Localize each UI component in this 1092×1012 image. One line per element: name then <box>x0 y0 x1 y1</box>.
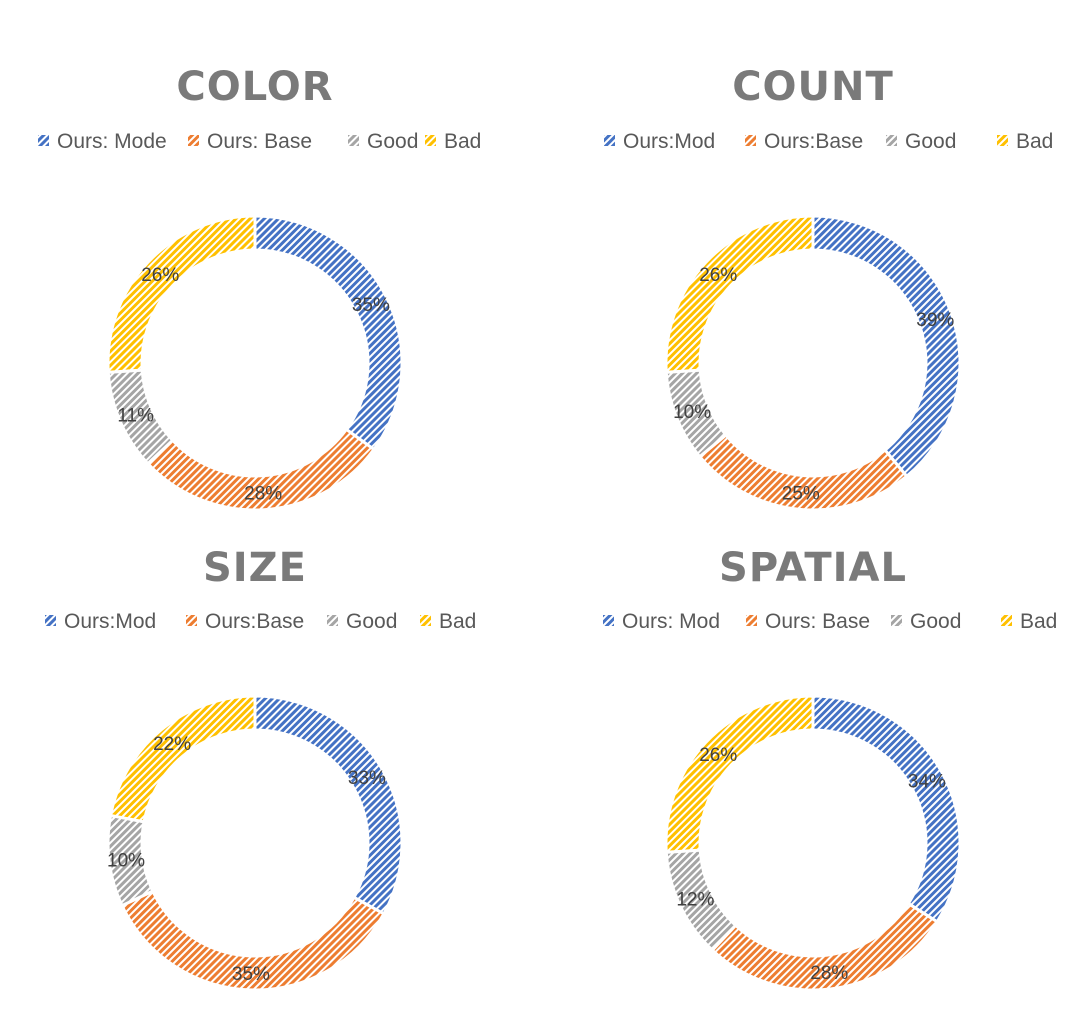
donut-chart-spatial: SPATIAL Ours: Mod Ours: Base Good Bad 34% 28% 1… <box>603 545 1057 992</box>
legend-label-ours-base: Ours:Base <box>205 610 304 633</box>
slice-bad <box>106 214 257 374</box>
chart-title: SPATIAL <box>719 545 907 591</box>
data-label-ours-mod: 35% <box>352 295 390 316</box>
slice-ours-mod <box>811 214 962 479</box>
data-label-ours-mod: 39% <box>916 310 954 331</box>
slice-bad <box>664 214 815 374</box>
legend-swatch-ours-base <box>186 615 197 626</box>
data-label-ours-mod: 34% <box>908 771 946 792</box>
data-label-ours-base: 35% <box>232 964 270 985</box>
chart-title: SIZE <box>203 545 307 591</box>
legend-swatch-bad <box>420 615 431 626</box>
slice-bad <box>664 694 815 854</box>
legend-swatch-ours-base <box>745 135 756 146</box>
data-label-good: 10% <box>107 850 145 871</box>
legend-swatch-good <box>886 135 897 146</box>
legend-label-ours-mod: Ours:Mod <box>64 610 156 633</box>
donut-chart-size: SIZE Ours:Mod Ours:Base Good Bad 33% 35% 10% 22% <box>45 545 476 992</box>
legend-label-ours-mod: Ours:Mod <box>623 130 715 153</box>
legend-label-bad: Bad <box>439 610 476 633</box>
legend-label-good: Good <box>905 130 956 153</box>
slice-bad <box>108 694 257 824</box>
legend: Ours:Mod Ours:Base Good Bad <box>604 130 1053 153</box>
legend: Ours: Mod Ours: Base Good Bad <box>603 610 1057 633</box>
chart-title: COUNT <box>732 64 894 110</box>
data-label-ours-mod: 33% <box>348 768 386 789</box>
legend-swatch-ours-base <box>746 615 757 626</box>
slice-ours-mod <box>253 214 404 452</box>
data-label-good: 10% <box>673 402 711 423</box>
legend-label-good: Good <box>367 130 418 153</box>
legend-label-ours-base: Ours: Base <box>765 610 870 633</box>
legend-swatch-good <box>327 615 338 626</box>
legend: Ours: Mode Ours: Base Good Bad <box>38 130 481 153</box>
legend-swatch-bad <box>425 135 436 146</box>
legend-label-ours-mod: Ours: Mod <box>622 610 720 633</box>
data-label-ours-base: 28% <box>244 484 282 505</box>
legend-label-good: Good <box>910 610 961 633</box>
legend-label-ours-base: Ours:Base <box>764 130 863 153</box>
data-label-bad: 26% <box>699 745 737 766</box>
data-label-good: 11% <box>117 406 154 427</box>
data-label-bad: 26% <box>141 265 179 286</box>
legend-swatch-ours-mod <box>604 135 615 146</box>
data-label-good: 12% <box>676 889 714 910</box>
legend-swatch-ours-mod <box>45 615 56 626</box>
legend-swatch-bad <box>1001 615 1012 626</box>
legend-swatch-ours-mod <box>38 135 49 146</box>
legend-label-ours-base: Ours: Base <box>207 130 312 153</box>
legend-label-bad: Bad <box>1020 610 1057 633</box>
legend-swatch-ours-base <box>188 135 199 146</box>
slice-ours-mod <box>811 694 962 924</box>
legend-swatch-ours-mod <box>603 615 614 626</box>
data-label-ours-base: 28% <box>810 963 848 984</box>
donut-chart-color: COLOR Ours: Mode Ours: Base Good Bad 35% 28% 11… <box>38 64 481 512</box>
data-label-ours-base: 25% <box>782 483 820 504</box>
data-label-bad: 26% <box>699 265 737 286</box>
donut-chart-count: COUNT Ours:Mod Ours:Base Good Bad 39% 25% 10% 26… <box>604 64 1053 512</box>
data-label-bad: 22% <box>153 734 191 755</box>
legend-swatch-good <box>348 135 359 146</box>
legend-label-bad: Bad <box>1016 130 1053 153</box>
legend-swatch-bad <box>997 135 1008 146</box>
legend: Ours:Mod Ours:Base Good Bad <box>45 610 476 633</box>
legend-label-good: Good <box>346 610 397 633</box>
legend-label-bad: Bad <box>444 130 481 153</box>
legend-swatch-good <box>891 615 902 626</box>
chart-title: COLOR <box>176 64 333 110</box>
slice-ours-mod <box>253 694 404 916</box>
legend-label-ours-mod: Ours: Mode <box>57 130 167 153</box>
